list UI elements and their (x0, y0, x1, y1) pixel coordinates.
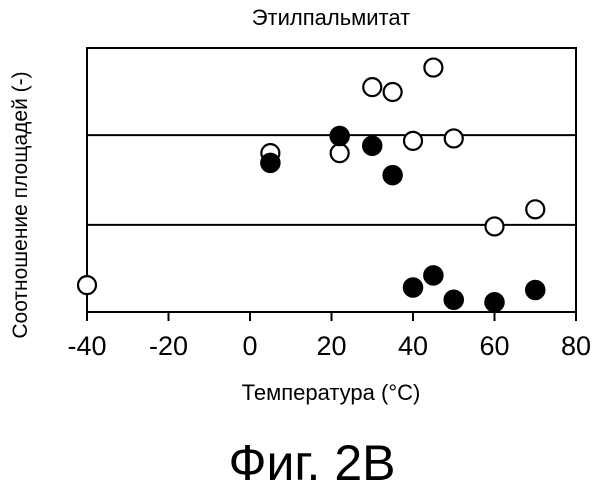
open-circle-point (384, 83, 402, 101)
x-tick-label: 80 (561, 331, 591, 361)
open-circle-point (526, 200, 544, 218)
filled-circle-point (261, 153, 280, 172)
filled-circle-point (330, 127, 349, 146)
x-tick-label: 60 (479, 331, 509, 361)
y-axis-label: Соотношение площадей (-) (9, 71, 32, 338)
figure-caption: Фиг. 2B (228, 435, 395, 491)
plot-frame (87, 48, 576, 312)
x-tick-label: 20 (316, 331, 346, 361)
x-tick-label: 0 (242, 331, 257, 361)
open-circle-point (363, 78, 381, 96)
open-circle-point (445, 129, 463, 147)
open-circle-point (78, 276, 96, 294)
open-circle-point (486, 217, 504, 235)
x-tick-label: 40 (398, 331, 428, 361)
filled-circle-point (526, 281, 545, 300)
filled-circle-point (485, 293, 504, 312)
open-circle-point (404, 132, 422, 150)
filled-circle-point (424, 266, 443, 285)
filled-circle-point (383, 166, 402, 185)
x-axis-ticks (87, 312, 576, 321)
chart-title: Этилпальмитат (252, 5, 411, 30)
x-axis-tick-labels: -40 -20 0 20 40 60 80 (67, 331, 591, 361)
x-axis-label: Температура (°C) (242, 380, 421, 405)
filled-circle-point (444, 290, 463, 309)
x-tick-label: -40 (67, 331, 106, 361)
filled-circle-point (404, 278, 423, 297)
x-tick-label: -20 (149, 331, 188, 361)
open-circle-point (331, 144, 349, 162)
open-circle-point (424, 59, 442, 77)
filled-circle-point (363, 136, 382, 155)
data-points (78, 59, 545, 312)
